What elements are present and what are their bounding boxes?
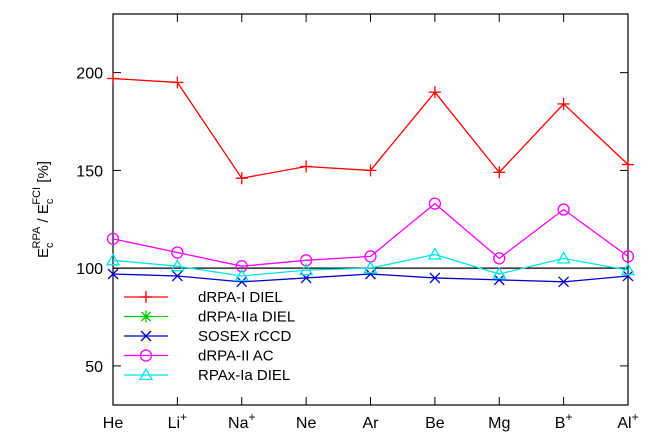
data-point xyxy=(556,251,571,264)
y-tick-label: 100 xyxy=(76,261,103,278)
legend: dRPA-I DIEL dRPA-IIa DIEL SOSEX rCCD dRPA-I… xyxy=(124,289,295,384)
legend-marker xyxy=(140,291,152,303)
legend-label: dRPA-I DIEL xyxy=(198,289,283,306)
series-sosex-rccd xyxy=(107,268,634,288)
axis-ticks: 50 100 150 200 He Li+ Na+ Ne Ar Be Mg B+ Al+ xyxy=(76,14,639,432)
legend-entry: RPAx-Ia DIEL xyxy=(124,367,290,384)
series-line xyxy=(112,202,629,267)
series-group xyxy=(105,72,636,288)
data-point xyxy=(235,172,248,185)
y-axis-label-text: EcRPA / EcFCI [%] xyxy=(31,161,56,258)
legend-marker xyxy=(138,367,154,381)
data-point xyxy=(428,86,441,99)
data-point xyxy=(105,253,121,266)
legend-label: dRPA-IIa DIEL xyxy=(198,309,295,326)
series-line xyxy=(112,253,629,277)
x-tick-label: He xyxy=(103,415,124,432)
data-point xyxy=(493,166,506,179)
data-point xyxy=(622,270,634,282)
data-point xyxy=(363,260,378,274)
y-tick-label: 150 xyxy=(76,163,103,180)
data-point xyxy=(557,97,570,110)
legend-marker xyxy=(140,310,152,323)
data-point xyxy=(107,268,119,280)
y-axis-label: EcRPA / EcFCI [%] xyxy=(31,161,56,258)
legend-entry: dRPA-I DIEL xyxy=(124,289,283,306)
legend-marker xyxy=(140,330,152,342)
data-point xyxy=(171,270,183,282)
data-point xyxy=(493,252,506,265)
x-tick-label: Al+ xyxy=(617,410,638,432)
legend-label: RPAx-Ia DIEL xyxy=(198,367,290,384)
x-tick-label: B+ xyxy=(555,410,573,432)
legend-entry: dRPA-IIa DIEL xyxy=(124,309,295,326)
legend-label: dRPA-II AC xyxy=(198,348,274,365)
data-point xyxy=(299,262,314,276)
data-point xyxy=(107,72,119,85)
data-point xyxy=(493,274,505,286)
y-tick-label: 200 xyxy=(76,66,103,83)
series-line xyxy=(112,77,629,179)
data-point xyxy=(171,246,184,259)
series-line xyxy=(112,273,629,283)
data-point xyxy=(299,254,313,267)
legend-entry: dRPA-II AC xyxy=(124,348,274,365)
data-point xyxy=(621,250,635,263)
data-point xyxy=(429,272,441,284)
data-point xyxy=(236,276,248,288)
data-point xyxy=(234,268,249,282)
data-point xyxy=(622,158,634,171)
data-point xyxy=(492,266,507,280)
x-tick-label: Na+ xyxy=(228,410,255,432)
legend-entry: SOSEX rCCD xyxy=(124,328,292,345)
data-point xyxy=(620,262,636,276)
x-tick-label: Mg xyxy=(488,415,510,432)
data-point xyxy=(235,260,248,273)
x-tick-label: Be xyxy=(425,415,445,432)
data-point xyxy=(557,203,570,216)
data-point xyxy=(558,276,570,288)
data-point xyxy=(427,247,442,260)
legend-marker xyxy=(139,349,153,362)
x-tick-label: Li+ xyxy=(168,410,187,432)
data-point xyxy=(364,164,377,177)
series-rpax-ia-diel xyxy=(105,247,636,282)
y-tick-label: 50 xyxy=(85,359,103,376)
plot-frame xyxy=(112,13,629,406)
x-tick-label: Ar xyxy=(363,415,380,432)
data-point xyxy=(171,76,184,89)
data-point xyxy=(365,268,376,280)
plot-border xyxy=(112,13,629,406)
data-point xyxy=(300,160,313,173)
series-drpa-i-diel xyxy=(107,72,634,185)
data-point xyxy=(170,258,185,272)
series-drpa-ii-ac xyxy=(106,197,635,273)
data-point xyxy=(428,197,442,210)
x-tick-label: Ne xyxy=(296,415,317,432)
data-point xyxy=(106,232,120,245)
legend-label: SOSEX rCCD xyxy=(198,328,292,345)
